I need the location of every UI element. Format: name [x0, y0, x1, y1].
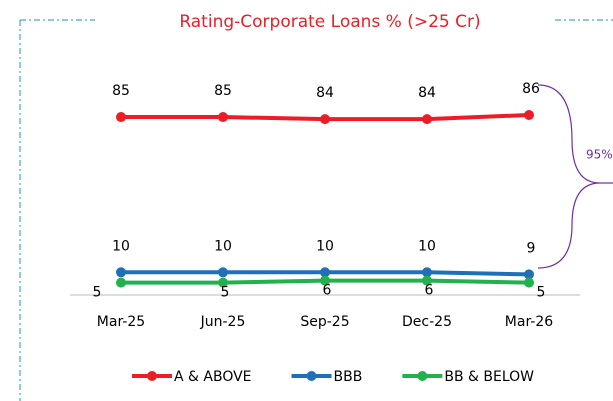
data-label: 86 [522, 81, 540, 97]
data-label: 10 [112, 238, 130, 254]
data-label: 10 [316, 238, 334, 254]
x-tick-label: Dec-25 [402, 314, 452, 330]
point [524, 269, 534, 280]
legend-marker [147, 371, 157, 381]
data-label: 5 [537, 285, 546, 301]
data-label: 85 [112, 83, 130, 99]
point [218, 267, 228, 278]
point [422, 275, 432, 286]
point [116, 277, 126, 288]
data-label: 9 [527, 240, 536, 256]
point [524, 109, 534, 120]
x-tick-label: Jun-25 [200, 314, 246, 330]
point [422, 114, 432, 125]
data-label: 10 [418, 238, 436, 254]
data-label: 6 [323, 283, 332, 299]
data-label: 6 [425, 283, 434, 299]
legend-label: BBB [334, 369, 363, 385]
point [218, 112, 228, 123]
legend-label: BB & BELOW [444, 369, 534, 385]
data-label: 5 [93, 285, 102, 301]
annotation: 95% [586, 148, 613, 162]
legend-marker [306, 371, 317, 381]
legend-label: A & ABOVE [174, 369, 252, 385]
data-label: 84 [316, 85, 334, 101]
point [218, 277, 228, 288]
x-tick-label: Mar-25 [97, 314, 145, 330]
x-tick-label: Mar-26 [505, 314, 553, 330]
x-tick-label: Sep-25 [300, 314, 349, 330]
data-label: 84 [418, 85, 436, 101]
data-label: 85 [214, 83, 232, 99]
point [422, 267, 432, 278]
point [524, 277, 534, 288]
point [320, 267, 330, 278]
brace [537, 84, 601, 269]
data-label: 10 [214, 238, 232, 254]
data-label: 5 [221, 285, 230, 301]
point [116, 267, 126, 278]
frame [19, 19, 613, 401]
legend-marker [417, 371, 428, 381]
chart-title: Rating-Corporate Loans % (>25 Cr) [179, 12, 480, 32]
point [116, 112, 126, 123]
point [320, 114, 330, 125]
point [320, 275, 330, 286]
